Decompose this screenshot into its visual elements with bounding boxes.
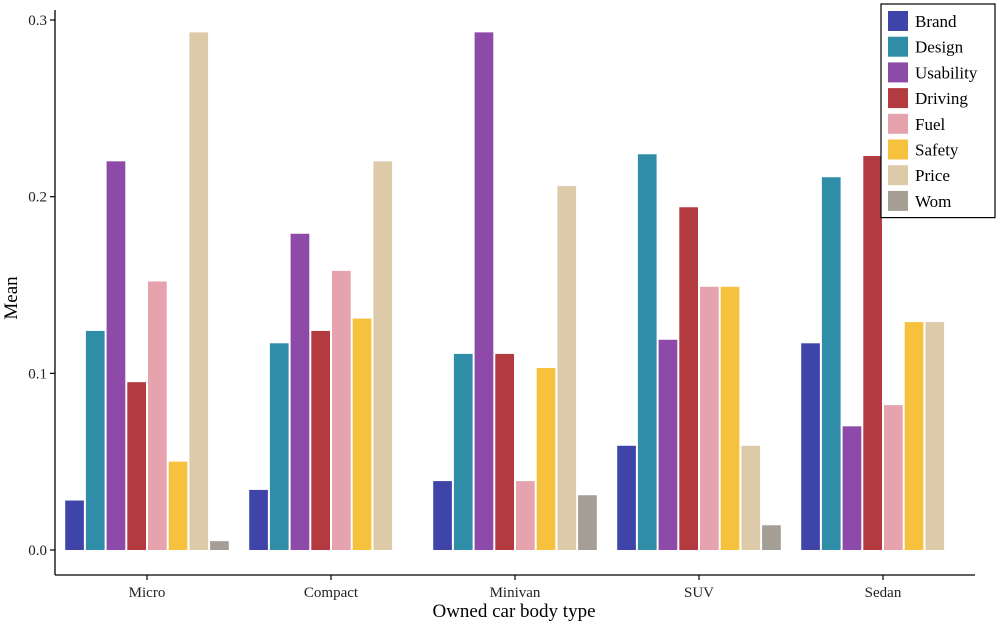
legend-swatch-safety [888, 139, 908, 160]
bar-minivan-price [557, 186, 577, 551]
legend-label-fuel: Fuel [915, 115, 946, 134]
bar-sedan-fuel [884, 405, 903, 550]
legend-swatch-design [888, 36, 908, 57]
y-tick-label: 0.1 [28, 366, 47, 382]
legend-label-brand: Brand [915, 12, 957, 31]
y-axis-title: Mean [1, 276, 22, 320]
bar-suv-wom [762, 525, 781, 550]
bar-micro-fuel [148, 281, 167, 550]
bar-sedan-driving [863, 156, 882, 551]
bar-compact-fuel [332, 270, 351, 550]
bar-compact-design [269, 343, 289, 550]
bar-sedan-design [821, 177, 841, 550]
x-tick-label: Sedan [865, 585, 902, 601]
bar-compact-usability [290, 233, 310, 550]
bar-compact-driving [311, 330, 330, 550]
bar-sedan-usability [842, 426, 862, 550]
bar-micro-price [189, 32, 209, 551]
legend-label-wom: Wom [915, 192, 951, 211]
bar-suv-safety [720, 286, 740, 550]
y-tick-label: 0.2 [28, 190, 47, 206]
bar-micro-design [85, 330, 105, 550]
bar-compact-price [373, 161, 393, 551]
bar-minivan-driving [495, 353, 514, 550]
legend-label-safety: Safety [915, 141, 959, 160]
x-tick-label: Minivan [490, 585, 541, 601]
x-tick-label: SUV [684, 585, 714, 601]
bar-suv-brand [617, 445, 636, 550]
bar-minivan-safety [536, 368, 556, 550]
legend-swatch-wom [888, 190, 908, 211]
legend-swatch-usability [888, 62, 908, 83]
bar-sedan-price [925, 322, 945, 550]
bar-minivan-brand [433, 481, 452, 550]
bar-sedan-safety [904, 322, 924, 550]
bars-layer [65, 32, 945, 551]
x-axis-title: Owned car body type [432, 601, 595, 622]
bar-micro-usability [106, 161, 126, 551]
legend-label-usability: Usability [915, 63, 978, 82]
legend-label-price: Price [915, 166, 950, 185]
bar-minivan-usability [474, 32, 494, 551]
x-tick-label: Compact [304, 585, 359, 601]
y-tick-label: 0.0 [28, 543, 47, 559]
bar-micro-wom [210, 541, 229, 550]
bar-compact-brand [249, 489, 268, 550]
bar-suv-fuel [700, 286, 719, 550]
bar-suv-driving [679, 207, 698, 550]
bar-sedan-brand [801, 343, 820, 550]
legend-label-design: Design [915, 38, 964, 57]
axes-layer: 0.0 0.1 0.2 0.3 Micro Compact Minivan SUV Sedan [28, 10, 975, 601]
bar-suv-usability [658, 339, 678, 550]
legend-box [880, 3, 996, 219]
bar-micro-safety [168, 461, 188, 550]
legend-swatch-price [888, 165, 908, 186]
legend-swatch-brand [888, 11, 908, 31]
bar-micro-driving [127, 382, 146, 550]
legend-label-driving: Driving [915, 89, 968, 108]
bar-minivan-wom [578, 495, 597, 550]
bar-compact-safety [352, 318, 372, 550]
legend-swatch-driving [888, 88, 908, 109]
legend: Brand Design Usability Driving Fuel Safety Pri… [880, 3, 996, 219]
legend-swatch-fuel [888, 113, 908, 134]
bar-minivan-design [453, 353, 473, 550]
x-tick-label: Micro [129, 585, 166, 601]
y-tick-label: 0.3 [28, 13, 47, 29]
bar-suv-design [637, 154, 657, 550]
bar-micro-brand [65, 500, 84, 550]
bar-minivan-fuel [516, 481, 535, 550]
bar-suv-price [741, 445, 761, 550]
